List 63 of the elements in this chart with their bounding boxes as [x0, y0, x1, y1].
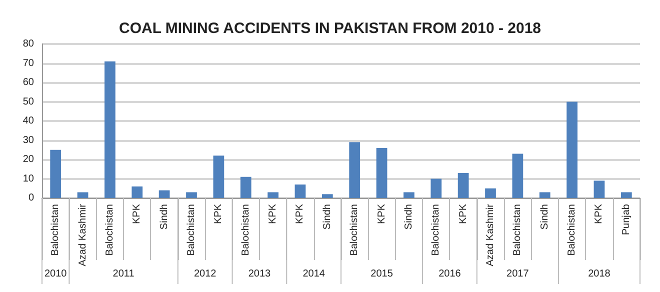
y-tick-label: 0	[28, 192, 34, 204]
bar	[566, 102, 578, 198]
text: 2016	[438, 268, 462, 280]
x-tick-label: Azad Kashmir	[485, 203, 496, 266]
x-tick-label: Balochistan	[430, 204, 442, 256]
x-tick-label: Sindh	[539, 204, 550, 230]
bar	[186, 192, 197, 198]
x-tick-label: Balochistan	[186, 204, 197, 256]
text: 2013	[248, 268, 272, 280]
x-tick-label: Balochistan	[50, 204, 62, 256]
x-tick-label: KPK	[458, 204, 469, 224]
y-tick-label: 10	[22, 173, 34, 184]
y-tick-label: 60	[22, 77, 34, 88]
x-tick-label: Punjab	[620, 204, 632, 236]
y-tick-label: 50	[22, 96, 34, 108]
bar	[404, 192, 414, 198]
x-tick-label: Sindh	[403, 204, 414, 230]
x-tick-label: KPK	[376, 204, 388, 224]
bar	[349, 142, 360, 198]
x-tick-label: KPK	[294, 204, 306, 224]
text: 2014	[302, 268, 326, 280]
y-tick-label: 30	[22, 134, 34, 146]
x-tick-label: Sindh	[322, 204, 333, 230]
y-tick-label: 80	[22, 38, 34, 50]
text: 2018	[588, 268, 611, 280]
bar	[539, 192, 550, 198]
chart-title: COAL MINING ACCIDENTS IN PAKISTAN FROM 2010 - 2018	[118, 20, 542, 37]
bar	[376, 148, 388, 198]
x-tick-label: Balochistan	[349, 204, 360, 256]
bar	[322, 194, 333, 198]
text: 2017	[506, 268, 530, 280]
x-tick-label: Balochistan	[104, 204, 116, 256]
bar	[240, 176, 252, 198]
bar	[77, 192, 88, 198]
x-tick-label: Sindh	[158, 204, 170, 230]
x-tick-label: KPK	[594, 204, 605, 224]
bar	[294, 184, 306, 198]
x-tick-label: Balochistan	[512, 204, 524, 256]
bar	[430, 178, 442, 198]
bar	[268, 192, 278, 198]
bar	[594, 180, 605, 198]
bar	[158, 190, 170, 198]
bar	[50, 150, 62, 198]
bar	[213, 156, 224, 198]
bar	[458, 172, 469, 198]
x-tick-label: KPK	[268, 204, 279, 224]
bar	[104, 61, 116, 198]
bar	[485, 188, 496, 198]
bar	[512, 154, 524, 198]
text: 2015	[370, 268, 394, 280]
text: 2012	[194, 268, 217, 280]
text: 2010	[44, 268, 68, 280]
bar	[132, 186, 143, 198]
y-tick-label: 40	[22, 116, 34, 126]
y-tick-label: 20	[22, 154, 34, 165]
x-tick-label: Balochistan	[566, 204, 578, 256]
x-tick-label: KPK	[213, 204, 224, 224]
x-tick-label: Azad Kashmir	[77, 203, 88, 266]
bar	[620, 192, 632, 198]
text: 2011	[112, 268, 135, 280]
y-tick-label: 70	[22, 58, 34, 69]
x-tick-label: KPK	[132, 204, 143, 224]
x-tick-label: Balochistan	[240, 204, 252, 256]
